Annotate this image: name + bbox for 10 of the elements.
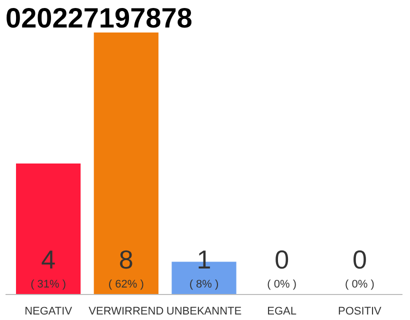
x-tick-label: EGAL xyxy=(267,306,297,318)
data-label: 8 ( 62% ) xyxy=(108,244,144,290)
data-label: 0 ( 0% ) xyxy=(267,244,297,290)
chart-title: 020227197878 xyxy=(6,2,192,34)
x-tick-label: POSITIV xyxy=(338,306,382,318)
x-tick-label: VERWIRREND xyxy=(88,306,164,318)
x-tick-label: UNBEKANNTE xyxy=(166,306,242,318)
data-label: 4 ( 31% ) xyxy=(30,244,66,290)
data-label: 0 ( 0% ) xyxy=(345,244,374,290)
x-tick-label: NEGATIV xyxy=(24,306,73,318)
